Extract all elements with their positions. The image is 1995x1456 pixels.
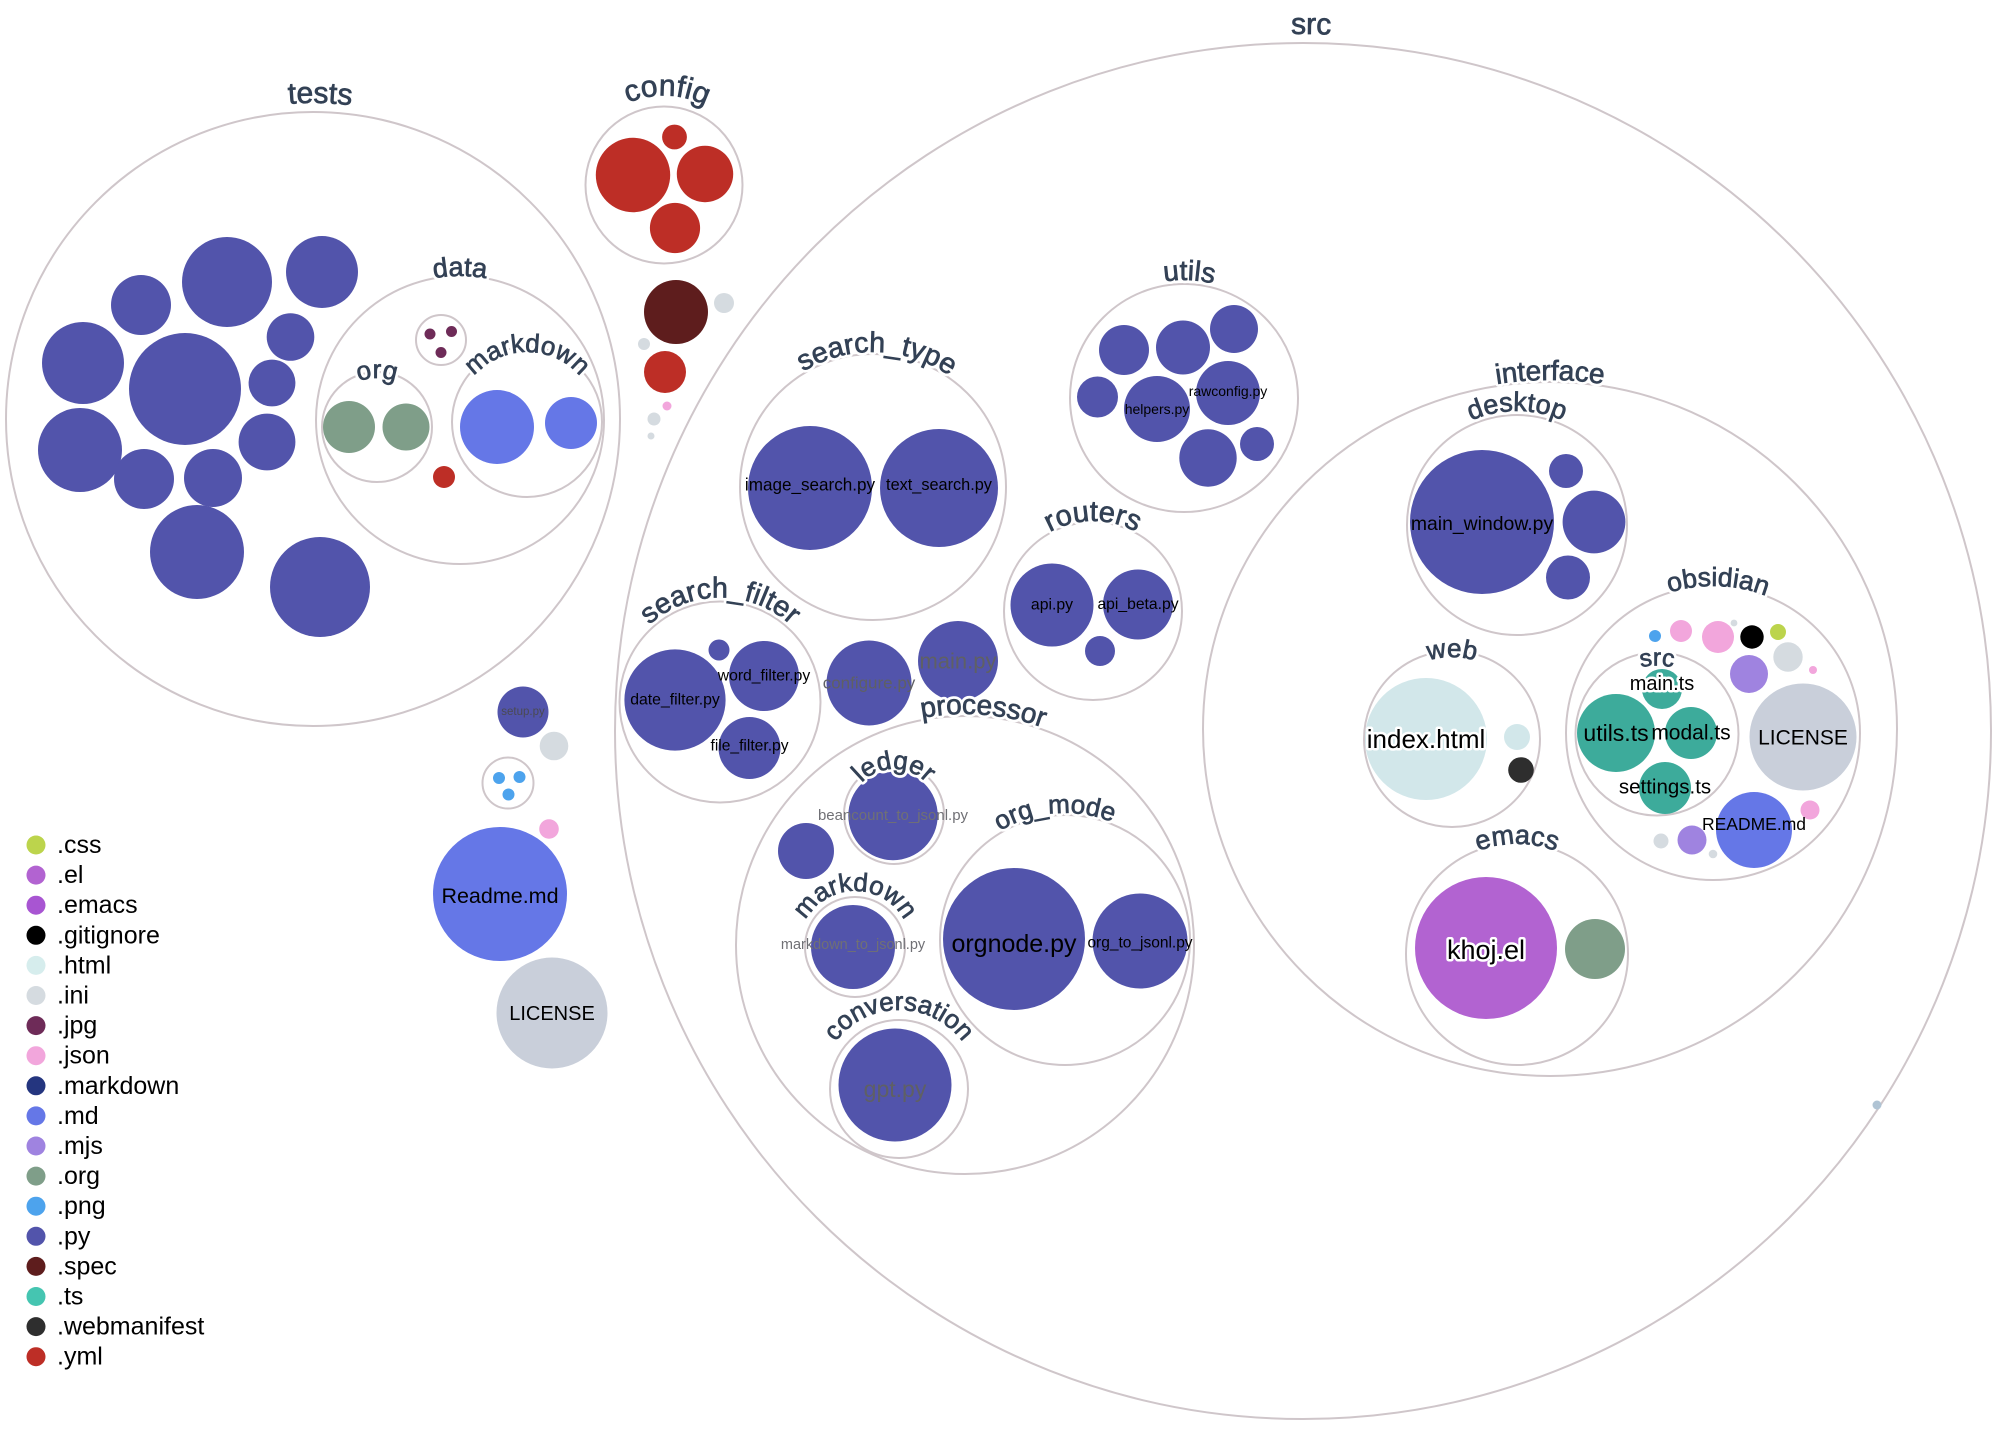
svg-text:.md: .md: [57, 1102, 99, 1130]
svg-text:index.html: index.html: [1367, 724, 1486, 754]
svg-text:api.py: api.py: [1031, 597, 1073, 614]
svg-text:image_search.py: image_search.py: [745, 476, 876, 495]
svg-text:tests: tests: [287, 77, 354, 112]
svg-text:.yml: .yml: [57, 1343, 103, 1371]
svg-text:data: data: [431, 252, 490, 284]
svg-text:.ini: .ini: [57, 982, 89, 1010]
svg-text:file_filter.py: file_filter.py: [710, 738, 788, 755]
svg-text:.png: .png: [57, 1192, 106, 1220]
svg-text:src: src: [1638, 645, 1677, 674]
svg-text:Readme.md: Readme.md: [441, 884, 558, 908]
svg-text:main_window.py: main_window.py: [1411, 513, 1554, 535]
svg-text:word_filter.py: word_filter.py: [717, 668, 811, 685]
svg-text:.py: .py: [57, 1222, 91, 1250]
svg-text:main.py: main.py: [919, 649, 996, 674]
svg-text:src: src: [1638, 645, 1677, 674]
svg-text:.el: .el: [57, 861, 83, 889]
svg-text:desktop: desktop: [1463, 387, 1572, 426]
svg-text:src: src: [1291, 8, 1332, 42]
svg-text:.org: .org: [57, 1162, 100, 1190]
svg-text:org_to_jsonl.py: org_to_jsonl.py: [1087, 935, 1192, 952]
svg-text:interface: interface: [1493, 355, 1607, 390]
svg-text:beancount_to_jsonl.py: beancount_to_jsonl.py: [818, 807, 969, 824]
svg-text:helpers.py: helpers.py: [1125, 401, 1190, 417]
svg-text:web: web: [1423, 633, 1480, 666]
svg-text:modal.ts: modal.ts: [1651, 722, 1730, 745]
svg-text:LICENSE: LICENSE: [509, 1003, 595, 1025]
svg-text:.spec: .spec: [57, 1252, 117, 1280]
svg-text:markdown_to_jsonl.py: markdown_to_jsonl.py: [781, 937, 926, 953]
svg-text:gpt.py: gpt.py: [864, 1076, 927, 1102]
svg-text:.html: .html: [57, 951, 111, 979]
svg-text:utils: utils: [1162, 255, 1219, 290]
svg-text:orgnode.py: orgnode.py: [951, 930, 1077, 958]
svg-text:.json: .json: [57, 1042, 110, 1070]
svg-text:.css: .css: [57, 831, 101, 859]
svg-text:main.ts: main.ts: [1630, 673, 1694, 695]
svg-text:.emacs: .emacs: [57, 891, 138, 919]
svg-text:date_filter.py: date_filter.py: [630, 692, 720, 709]
svg-text:org: org: [353, 354, 401, 387]
svg-text:khoj.el: khoj.el: [1447, 935, 1525, 965]
svg-text:.jpg: .jpg: [57, 1012, 97, 1040]
svg-text:.ts: .ts: [57, 1283, 83, 1311]
svg-text:rawconfig.py: rawconfig.py: [1189, 383, 1268, 399]
svg-text:setup.py: setup.py: [501, 706, 545, 718]
svg-text:web: web: [1423, 633, 1480, 666]
svg-text:LICENSE: LICENSE: [1758, 727, 1848, 750]
svg-text:src: src: [1291, 8, 1332, 42]
svg-text:utils: utils: [1162, 255, 1219, 290]
svg-text:utils.ts: utils.ts: [1583, 720, 1648, 746]
svg-text:text_search.py: text_search.py: [886, 476, 993, 494]
svg-text:api_beta.py: api_beta.py: [1097, 596, 1178, 613]
svg-text:settings.ts: settings.ts: [1619, 776, 1711, 799]
svg-text:.mjs: .mjs: [57, 1132, 103, 1160]
svg-text:.markdown: .markdown: [57, 1072, 179, 1100]
svg-text:configure.py: configure.py: [823, 674, 916, 693]
svg-text:data: data: [431, 252, 490, 284]
svg-text:.gitignore: .gitignore: [57, 921, 160, 949]
svg-text:README.md: README.md: [1702, 814, 1806, 834]
svg-text:.webmanifest: .webmanifest: [57, 1313, 204, 1341]
